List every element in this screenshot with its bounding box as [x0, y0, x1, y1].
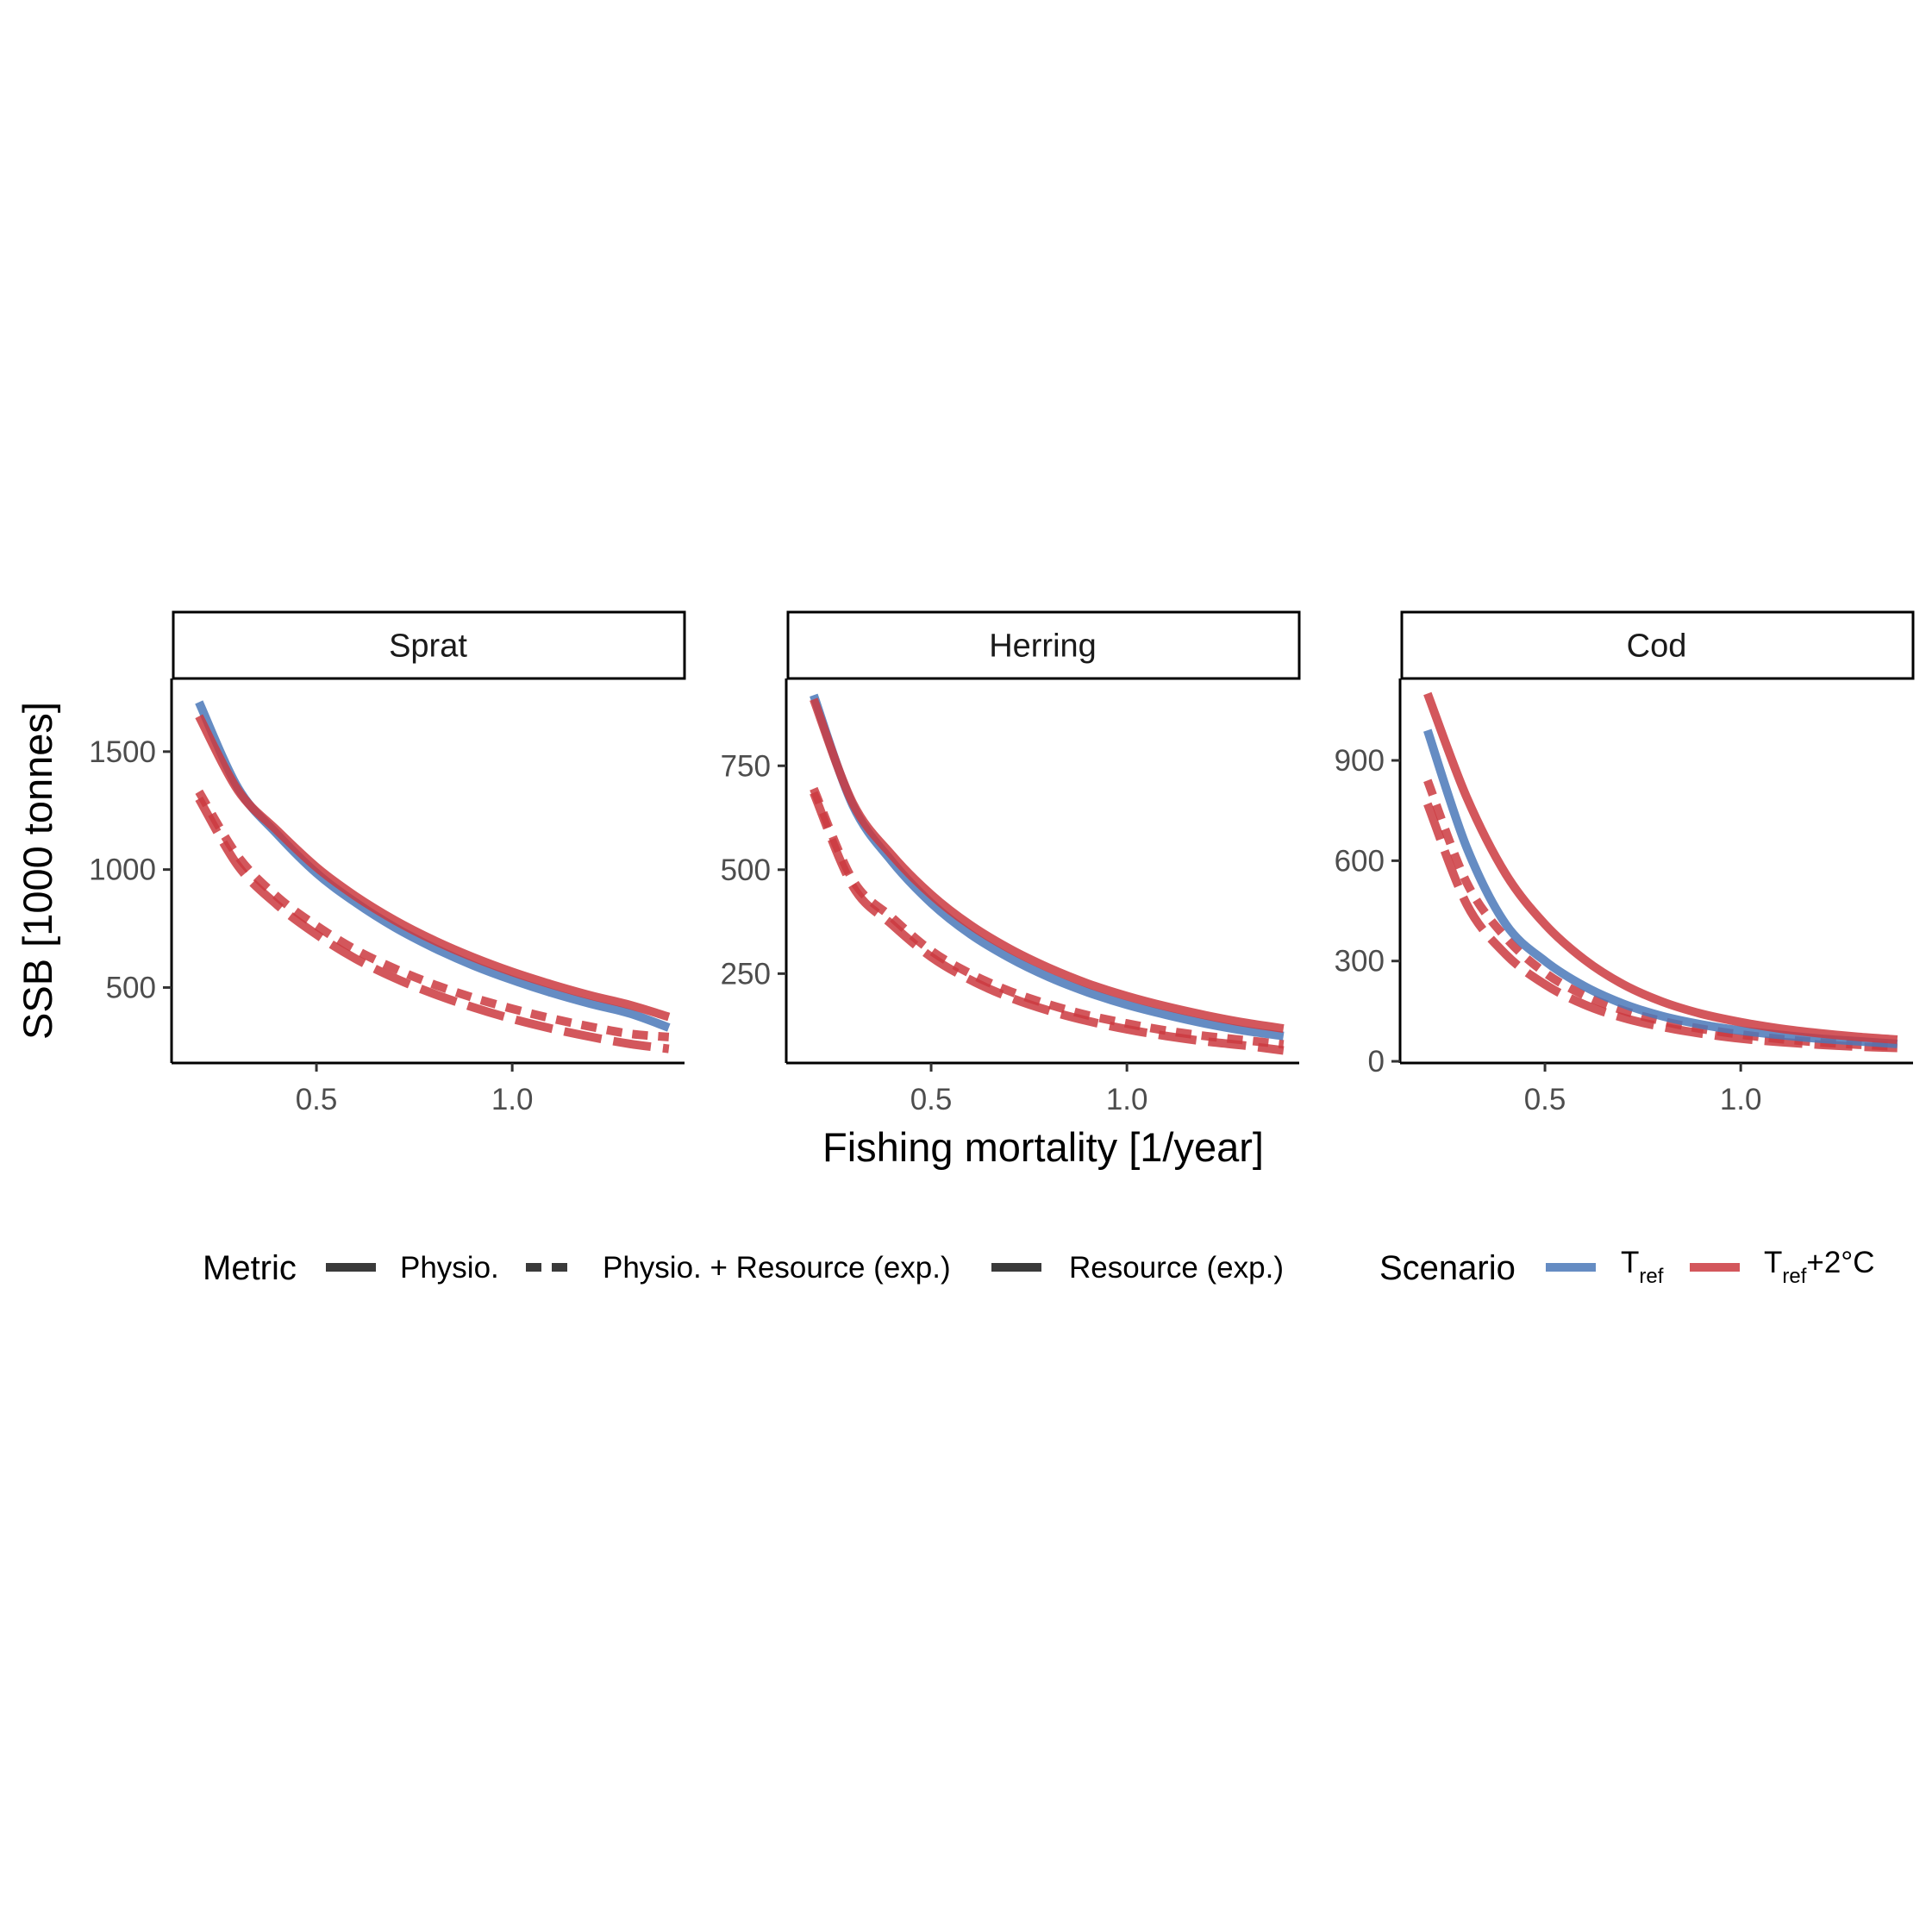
x-tick-label: 1.0 [1720, 1083, 1762, 1116]
y-tick-label: 300 [1335, 945, 1385, 979]
series-group [810, 693, 1285, 1055]
series-line-physio-tref-plus-2c [810, 697, 1285, 1033]
y-tick-label: 0 [1368, 1045, 1385, 1079]
series-line-physio-tref-plus-2c [1423, 691, 1898, 1044]
y-tick-label: 500 [721, 853, 771, 887]
series-group [1423, 691, 1898, 1053]
y-tick-label: 500 [106, 971, 156, 1004]
legend-scenario-item-tref: Tref [1546, 1246, 1664, 1288]
series-line-physio_res-tref-plus-2c [1423, 778, 1898, 1051]
panel-cod: Cod 0 300 600 900 0.5 1.0 [1335, 610, 1915, 1116]
facet-strip-label: Herring [989, 628, 1097, 665]
x-tick-label: 1.0 [1106, 1083, 1148, 1116]
legend-scenario-title: Scenario [1379, 1249, 1516, 1287]
series-line-physio_res-tref-plus-2c [810, 786, 1285, 1049]
legend-metric-label: Physio. + Resource (exp.) [603, 1251, 951, 1285]
legend-scenario-label-main: T [1621, 1246, 1639, 1279]
legend-metric-label: Physio. [400, 1251, 499, 1285]
legend-metric-item-physio: Physio. [326, 1251, 499, 1285]
series-line-physio-tref-plus-2c [195, 714, 671, 1022]
facet-strip-label: Cod [1627, 628, 1687, 665]
x-tick-label: 0.5 [296, 1083, 338, 1116]
panel-herring: Herring 250 500 750 0.5 1.0 [721, 610, 1301, 1116]
series-group [195, 700, 671, 1054]
series-line-physio_res-tref-plus-2c [195, 789, 670, 1041]
y-tick-label: 600 [1335, 844, 1385, 878]
legend-scenario-label: Tref+2°C [1764, 1246, 1875, 1288]
y-tick-label: 750 [721, 749, 771, 783]
legend-scenario-label: Tref [1621, 1246, 1664, 1288]
facet-strip-label: Sprat [389, 628, 467, 665]
x-tick-label: 0.5 [1524, 1083, 1566, 1116]
series-line-res-tref-plus-2c [1423, 802, 1898, 1053]
y-tick-label: 1000 [89, 853, 156, 887]
legend-scenario-label-suffix: +2°C [1806, 1246, 1874, 1279]
facet-strip [1400, 610, 1915, 680]
legend-scenario-label-main: T [1764, 1246, 1782, 1279]
series-line-res-tref-plus-2c [810, 791, 1285, 1055]
legend-metric-title: Metric [203, 1249, 297, 1287]
y-tick-label: 1500 [89, 735, 156, 769]
y-axis-title: SSB [1000 tonnes] [15, 702, 60, 1040]
legend-metric-item-physio-res: Physio. + Resource (exp.) [526, 1251, 951, 1285]
panel-sprat: Sprat 500 1000 1500 0.5 1.0 [89, 610, 686, 1116]
legend-metric: Metric Physio. Physio. + Resource (exp.) Re… [203, 1249, 1284, 1287]
series-line-physio-tref [810, 693, 1285, 1041]
x-tick-label: 0.5 [910, 1083, 953, 1116]
legend-scenario-label-sub: ref [1639, 1265, 1663, 1288]
series-line-physio-tref [195, 700, 671, 1032]
legend-scenario: Scenario Tref Tref+2°C [1379, 1246, 1875, 1288]
series-line-physio-tref [1423, 728, 1898, 1048]
y-tick-label: 900 [1335, 744, 1385, 778]
series-line-res-tref-plus-2c [195, 796, 670, 1054]
legend-scenario-item-tref-plus-2c: Tref+2°C [1690, 1246, 1875, 1288]
facet-strip [786, 610, 1301, 680]
facet-strip [172, 610, 686, 680]
x-axis-title: Fishing mortality [1/year] [822, 1124, 1264, 1170]
y-tick-label: 250 [721, 957, 771, 991]
legend-scenario-label-sub: ref [1782, 1265, 1806, 1288]
legend-metric-label: Resource (exp.) [1069, 1251, 1284, 1285]
x-tick-label: 1.0 [491, 1083, 534, 1116]
legend-metric-item-res: Resource (exp.) [991, 1251, 1284, 1285]
